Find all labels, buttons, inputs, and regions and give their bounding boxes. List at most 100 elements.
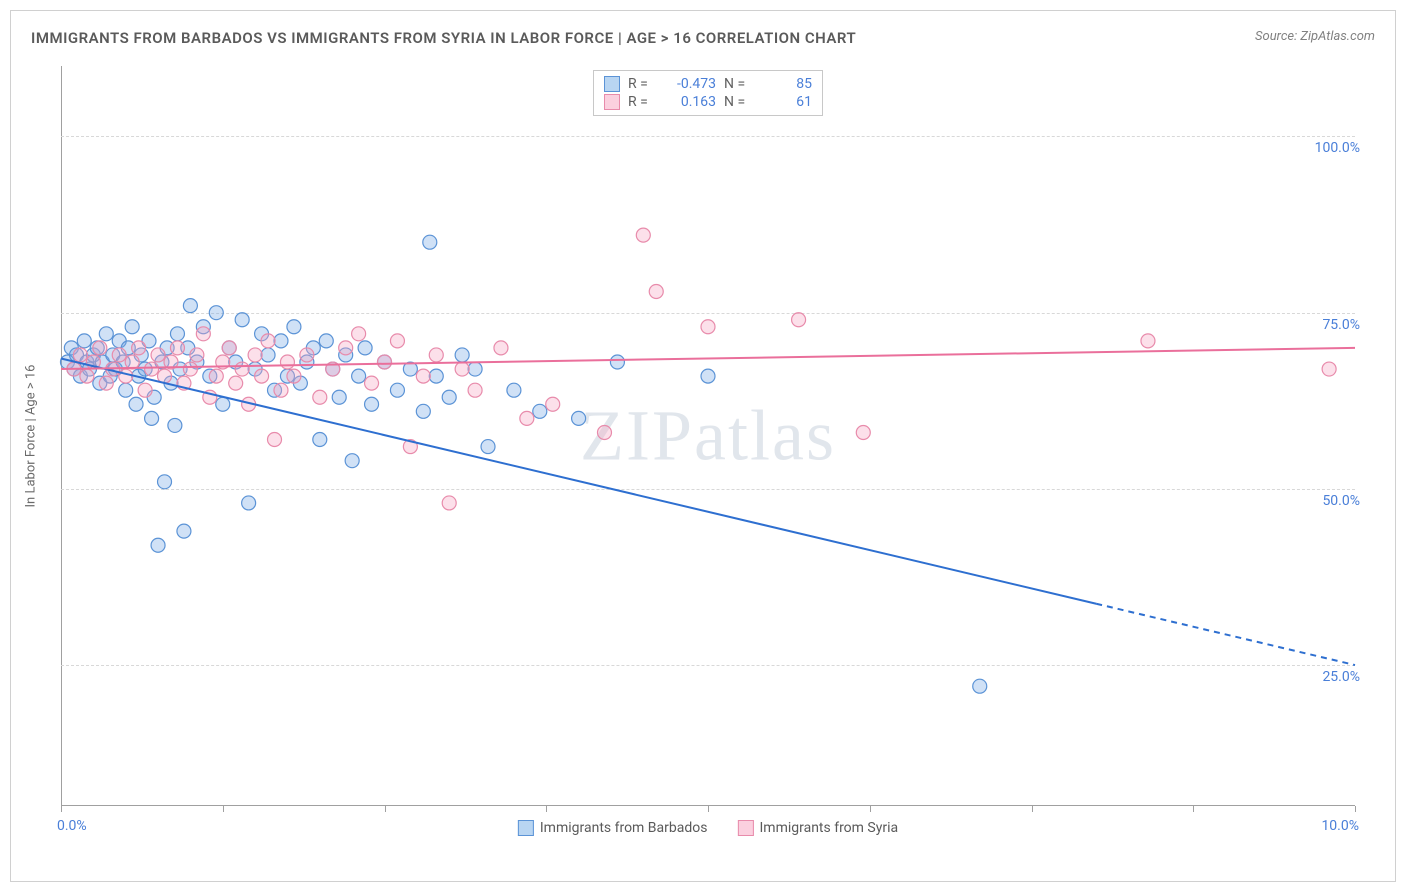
scatter-point-syria: [455, 362, 469, 376]
scatter-point-barbados: [235, 313, 249, 327]
scatter-point-syria: [352, 327, 366, 341]
scatter-point-syria: [170, 341, 184, 355]
scatter-point-barbados: [151, 538, 165, 552]
x-tick: [546, 806, 547, 812]
scatter-point-syria: [468, 383, 482, 397]
scatter-svg: [61, 66, 1355, 806]
x-tick: [870, 806, 871, 812]
scatter-point-syria: [546, 397, 560, 411]
scatter-point-syria: [145, 362, 159, 376]
scatter-point-syria: [287, 369, 301, 383]
scatter-point-barbados: [365, 397, 379, 411]
scatter-point-barbados: [332, 390, 346, 404]
scatter-point-syria: [235, 362, 249, 376]
series-legend-item-barbados: Immigrants from Barbados: [518, 820, 708, 836]
scatter-point-syria: [132, 341, 146, 355]
x-tick: [708, 806, 709, 812]
y-axis-label: In Labor Force | Age > 16: [24, 365, 39, 508]
scatter-point-barbados: [313, 433, 327, 447]
legend-R-label: R =: [628, 94, 656, 110]
scatter-point-syria: [494, 341, 508, 355]
correlation-legend-row-barbados: R =-0.473N =85: [604, 75, 812, 93]
scatter-point-barbados: [177, 524, 191, 538]
x-tick: [223, 806, 224, 812]
scatter-point-barbados: [416, 404, 430, 418]
scatter-point-syria: [196, 327, 210, 341]
correlation-legend-row-syria: R = 0.163 N = 61: [604, 93, 812, 111]
scatter-point-syria: [313, 390, 327, 404]
scatter-point-syria: [649, 285, 663, 299]
scatter-point-syria: [93, 341, 107, 355]
scatter-point-syria: [1141, 334, 1155, 348]
trend-line-dashed-barbados: [1096, 604, 1355, 665]
legend-R-value-syria: 0.163: [664, 94, 716, 110]
scatter-point-barbados: [533, 404, 547, 418]
scatter-point-barbados: [610, 355, 624, 369]
scatter-point-syria: [390, 334, 404, 348]
scatter-point-barbados: [455, 348, 469, 362]
scatter-point-syria: [339, 341, 353, 355]
x-tick: [1355, 806, 1356, 812]
scatter-point-barbados: [125, 320, 139, 334]
scatter-point-barbados: [170, 327, 184, 341]
legend-R-label: R =: [628, 76, 656, 92]
scatter-point-barbados: [183, 299, 197, 313]
scatter-point-barbados: [158, 475, 172, 489]
legend-swatch-barbados: [604, 76, 620, 92]
chart-frame: IMMIGRANTS FROM BARBADOS VS IMMIGRANTS F…: [10, 10, 1396, 882]
scatter-point-syria: [183, 362, 197, 376]
scatter-point-syria: [119, 369, 133, 383]
scatter-point-syria: [151, 348, 165, 362]
legend-N-label: N =: [724, 94, 752, 110]
scatter-point-barbados: [261, 348, 275, 362]
x-tick: [1032, 806, 1033, 812]
x-tick: [385, 806, 386, 812]
x-tick: [61, 806, 62, 812]
scatter-point-barbados: [468, 362, 482, 376]
series-legend-label-barbados: Immigrants from Barbados: [540, 820, 708, 836]
scatter-point-syria: [442, 496, 456, 510]
scatter-point-barbados: [429, 369, 443, 383]
scatter-point-barbados: [442, 390, 456, 404]
trend-line-barbados: [61, 358, 1096, 603]
legend-N-value-syria: 61: [760, 94, 812, 110]
scatter-point-syria: [856, 425, 870, 439]
scatter-point-syria: [190, 348, 204, 362]
scatter-point-barbados: [77, 334, 91, 348]
scatter-point-barbados: [507, 383, 521, 397]
scatter-point-syria: [268, 433, 282, 447]
scatter-point-barbados: [209, 306, 223, 320]
scatter-point-syria: [255, 369, 269, 383]
legend-R-value-barbados: -0.473: [664, 76, 716, 92]
scatter-point-syria: [792, 313, 806, 327]
scatter-point-barbados: [287, 320, 301, 334]
scatter-point-syria: [300, 348, 314, 362]
plot-area: In Labor Force | Age > 16 ZIPatlas 25.0%…: [61, 66, 1355, 806]
scatter-point-barbados: [168, 418, 182, 432]
scatter-point-barbados: [242, 496, 256, 510]
scatter-point-syria: [429, 348, 443, 362]
scatter-point-barbados: [129, 397, 143, 411]
scatter-point-barbados: [390, 383, 404, 397]
scatter-point-barbados: [145, 411, 159, 425]
scatter-point-barbados: [119, 383, 133, 397]
scatter-point-barbados: [319, 334, 333, 348]
scatter-point-barbados: [481, 440, 495, 454]
scatter-point-barbados: [216, 397, 230, 411]
scatter-point-syria: [138, 383, 152, 397]
chart-title: IMMIGRANTS FROM BARBADOS VS IMMIGRANTS F…: [31, 29, 856, 47]
scatter-point-syria: [80, 369, 94, 383]
scatter-point-barbados: [345, 454, 359, 468]
x-min-label: 0.0%: [57, 818, 87, 834]
scatter-point-syria: [597, 425, 611, 439]
scatter-point-barbados: [572, 411, 586, 425]
scatter-point-syria: [365, 376, 379, 390]
x-max-label: 10.0%: [1321, 818, 1359, 834]
x-tick: [1193, 806, 1194, 812]
scatter-point-syria: [73, 348, 87, 362]
series-legend-item-syria: Immigrants from Syria: [737, 820, 898, 836]
scatter-point-syria: [222, 341, 236, 355]
legend-N-label: N =: [724, 76, 752, 92]
scatter-point-barbados: [973, 679, 987, 693]
scatter-point-syria: [1322, 362, 1336, 376]
